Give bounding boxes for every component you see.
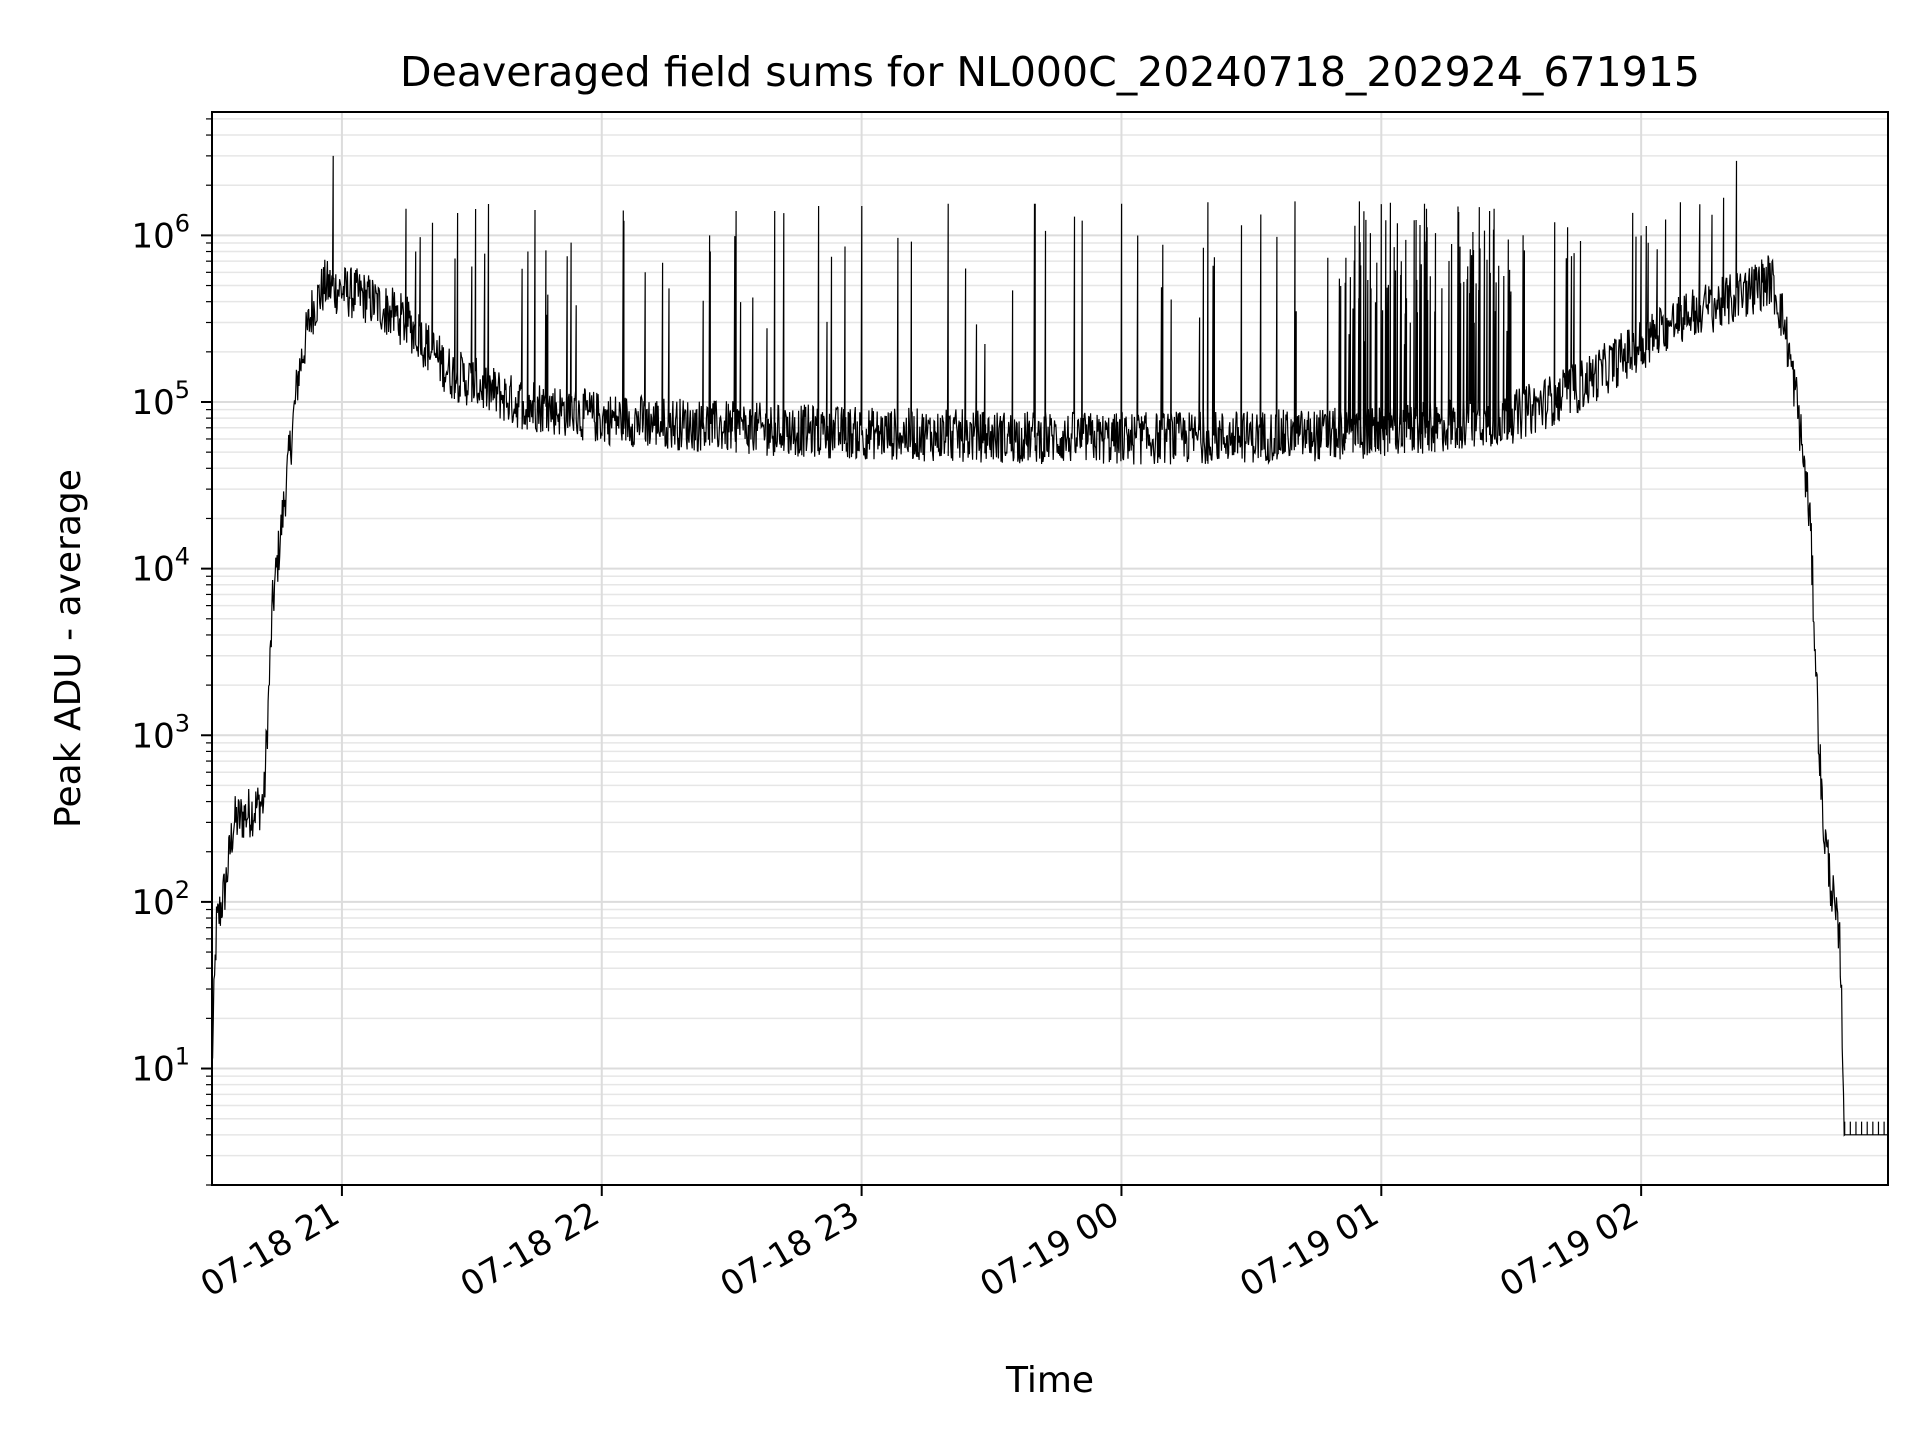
y-axis-label: Peak ADU - average bbox=[48, 469, 89, 828]
x-axis-label: Time bbox=[1005, 1360, 1094, 1401]
y-tick-label: 103 bbox=[131, 709, 190, 756]
y-tick-label: 106 bbox=[131, 209, 190, 256]
series-layer bbox=[211, 155, 1888, 1137]
y-tick-label: 101 bbox=[131, 1043, 190, 1090]
series-line bbox=[211, 155, 1888, 1137]
plot-frame bbox=[211, 111, 1889, 1186]
y-tick-label: 105 bbox=[131, 376, 190, 423]
y-tick-label: 104 bbox=[131, 543, 190, 590]
y-tick-label: 102 bbox=[131, 876, 190, 923]
chart-title: Deaveraged field sums for NL000C_2024071… bbox=[400, 48, 1700, 96]
minor-grid bbox=[212, 118, 1888, 1186]
